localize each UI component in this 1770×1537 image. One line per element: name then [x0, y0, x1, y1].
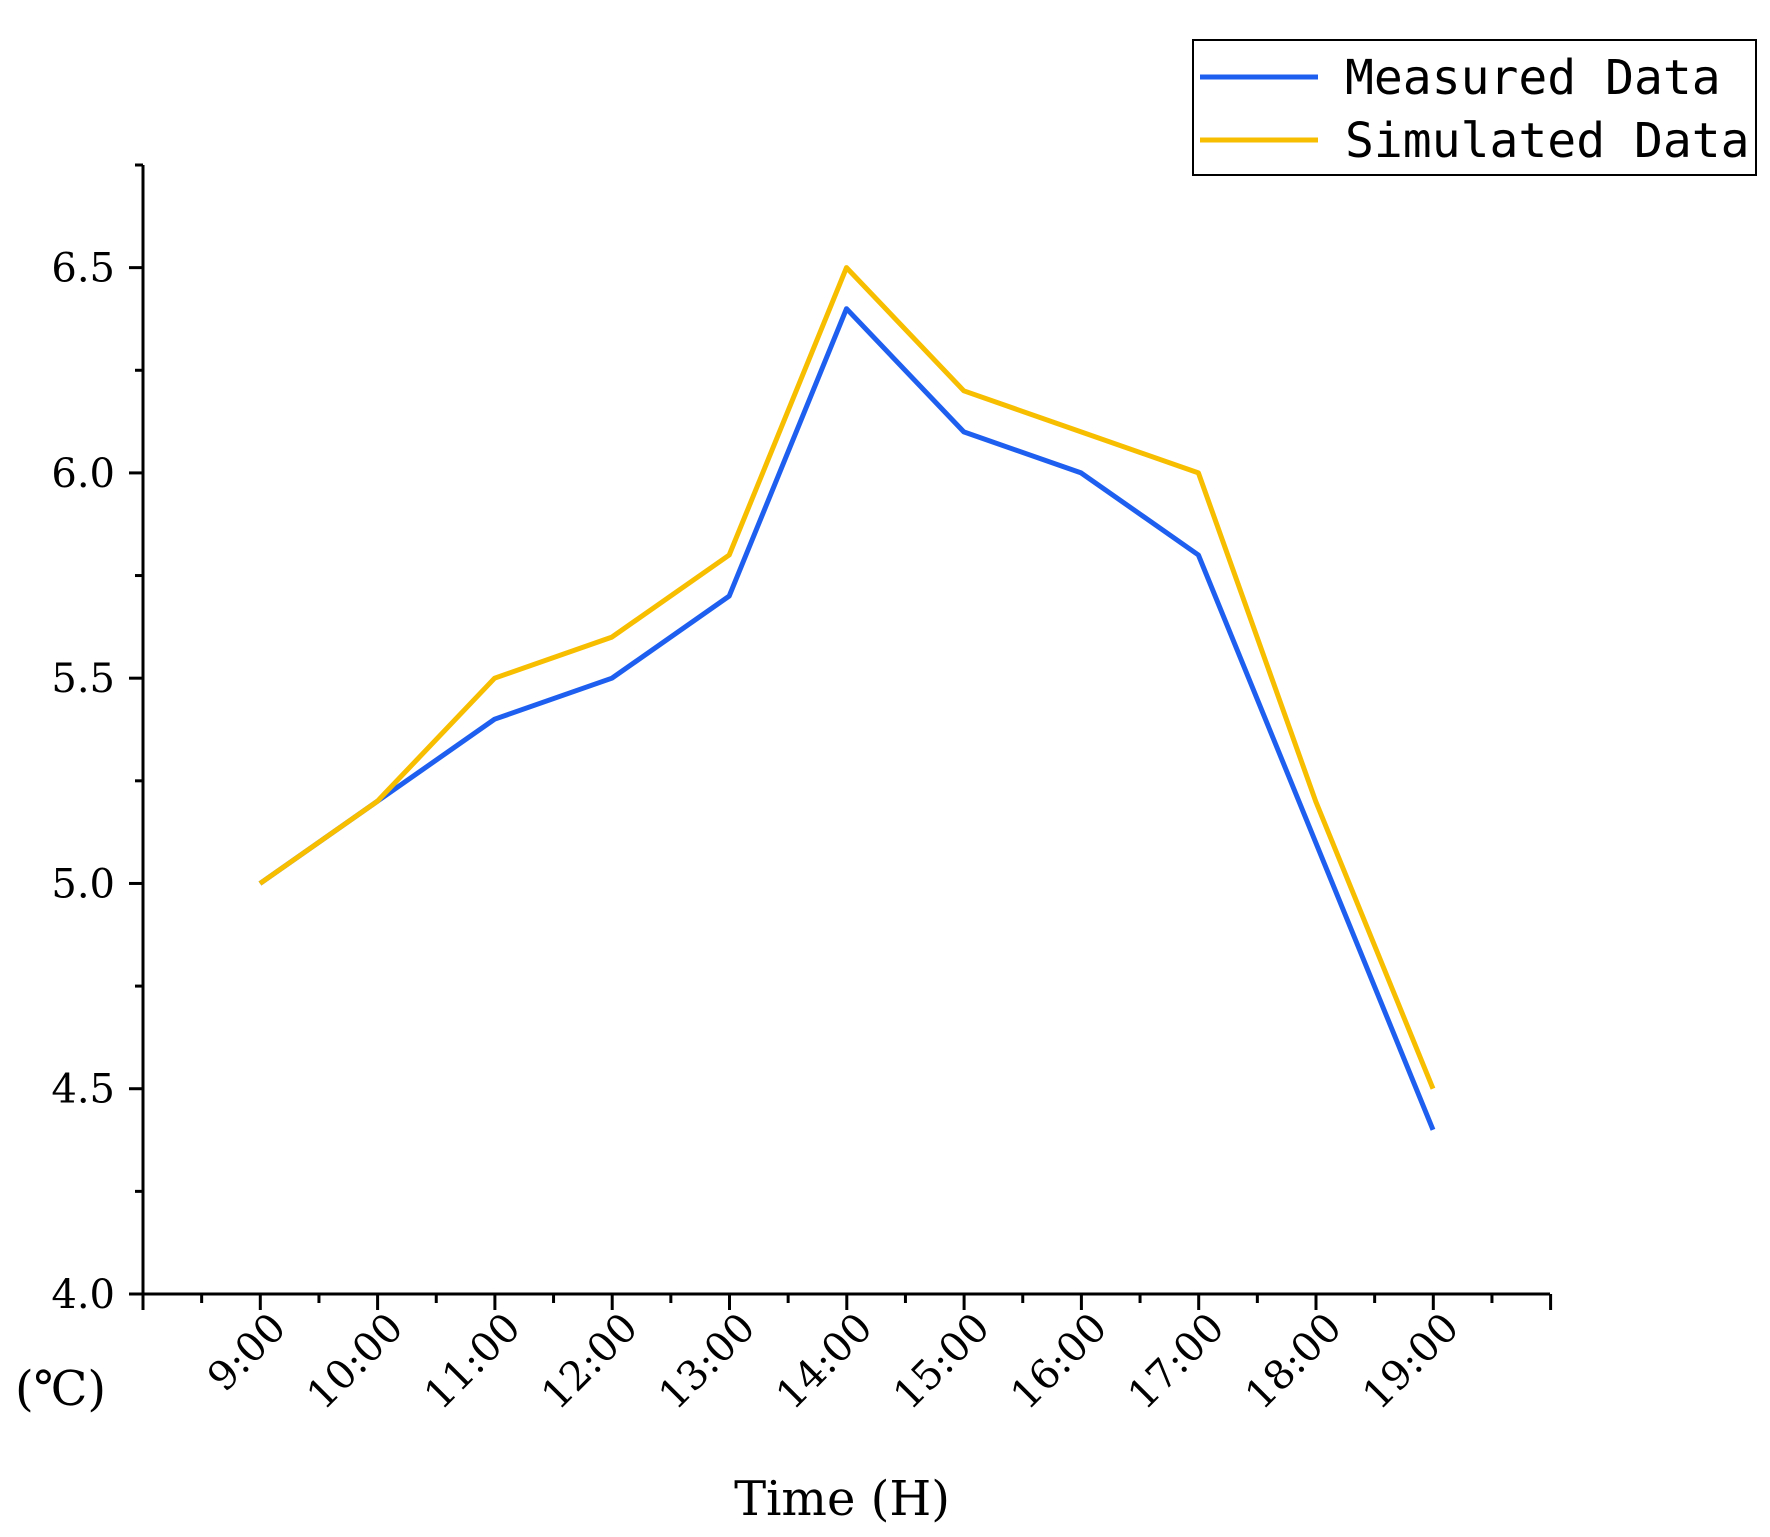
legend-label-simulated: Simulated Data: [1345, 113, 1750, 169]
x-tick-label: 15:00: [885, 1305, 999, 1419]
x-tick-label: 14:00: [768, 1305, 882, 1419]
x-axis-title: Time (H): [734, 1471, 950, 1527]
y-tick-label: 6.0: [51, 451, 115, 497]
x-tick-label: 11:00: [416, 1305, 530, 1419]
y-axis-title: (℃): [15, 1361, 106, 1417]
x-tick-label: 13:00: [650, 1305, 764, 1419]
x-tick-label: 9:00: [199, 1305, 295, 1401]
x-ticks: 9:00 10:00 11:00 12:00 13:00 14:00 15:00 16:00 1…: [141, 1294, 1553, 1419]
y-tick-label: 5.5: [51, 656, 115, 702]
y-tick-label: 4.5: [51, 1067, 115, 1113]
x-tick-label: 19:00: [1354, 1305, 1468, 1419]
y-ticks: 4.0 4.5 5.0 5.5 6.0 6.5: [51, 163, 143, 1318]
x-tick-label: 17:00: [1119, 1305, 1233, 1419]
legend-label-measured: Measured Data: [1345, 50, 1721, 106]
x-tick-label: 18:00: [1237, 1305, 1351, 1419]
y-tick-label: 5.0: [51, 861, 115, 907]
y-tick-label: 4.0: [51, 1272, 115, 1318]
legend: Measured Data Simulated Data: [1192, 39, 1757, 176]
series-line-measured: [258, 306, 1436, 1131]
legend-box: [1192, 39, 1757, 176]
series-line-simulated: [258, 265, 1436, 1090]
x-tick-label: 12:00: [533, 1305, 647, 1419]
x-tick-label: 10:00: [298, 1305, 412, 1419]
y-tick-label: 6.5: [51, 246, 115, 292]
series-layer: [258, 265, 1436, 1131]
x-tick-label: 16:00: [1002, 1305, 1116, 1419]
